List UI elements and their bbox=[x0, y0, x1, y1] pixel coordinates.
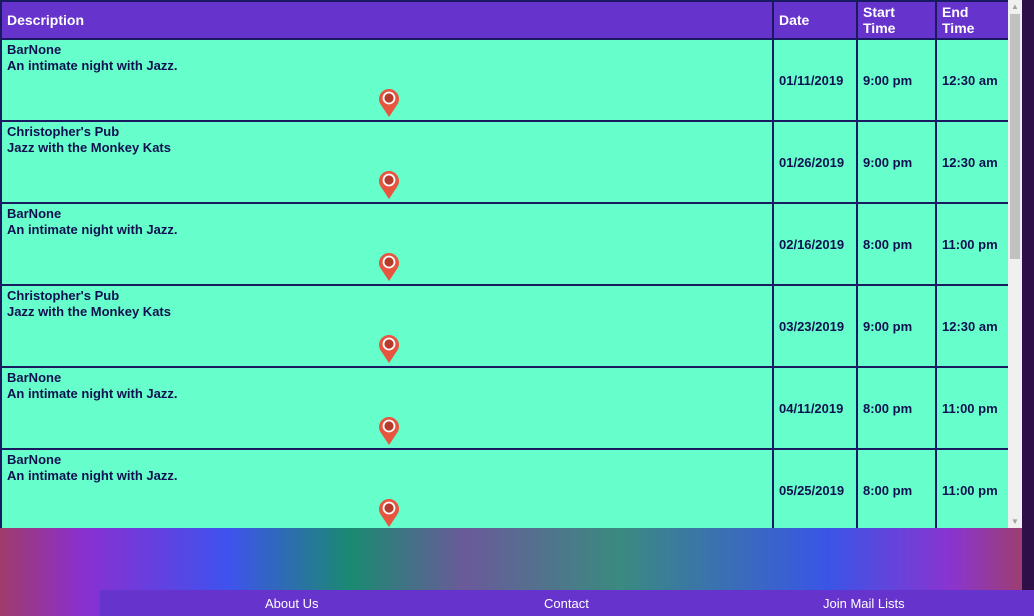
scrollbar-thumb[interactable] bbox=[1010, 14, 1020, 259]
event-title: Jazz with the Monkey Kats bbox=[7, 304, 171, 319]
description-cell: BarNone An intimate night with Jazz. bbox=[0, 38, 774, 122]
event-title: An intimate night with Jazz. bbox=[7, 222, 178, 237]
table-header-row: Description Date Start Time End Time bbox=[0, 0, 1008, 40]
description-cell: BarNone An intimate night with Jazz. bbox=[0, 448, 774, 528]
event-title: An intimate night with Jazz. bbox=[7, 386, 178, 401]
event-title: An intimate night with Jazz. bbox=[7, 468, 178, 483]
table-row: Christopher's Pub Jazz with the Monkey K… bbox=[0, 284, 1008, 368]
header-start-label: Start Time bbox=[863, 4, 896, 36]
header-end-label: End Time bbox=[942, 4, 975, 36]
venue-name: Christopher's Pub bbox=[7, 124, 120, 139]
events-table-container: Description Date Start Time End Time Bar… bbox=[0, 0, 1008, 528]
start-time-cell: 8:00 pm bbox=[856, 202, 937, 286]
about-us-link[interactable]: About Us bbox=[265, 596, 319, 611]
date-cell: 04/11/2019 bbox=[772, 366, 858, 450]
venue-name: Christopher's Pub bbox=[7, 288, 120, 303]
date-cell: 01/11/2019 bbox=[772, 38, 858, 122]
map-pin-icon[interactable] bbox=[378, 334, 400, 364]
table-row: BarNone An intimate night with Jazz. 05/… bbox=[0, 448, 1008, 528]
start-time-cell: 8:00 pm bbox=[856, 448, 937, 528]
date-cell: 03/23/2019 bbox=[772, 284, 858, 368]
scrollbar[interactable]: ▲ ▼ bbox=[1008, 0, 1022, 528]
table-row: BarNone An intimate night with Jazz. 04/… bbox=[0, 366, 1008, 450]
end-time-cell: 12:30 am bbox=[935, 120, 1008, 204]
start-time-cell: 8:00 pm bbox=[856, 366, 937, 450]
end-time-cell: 12:30 am bbox=[935, 284, 1008, 368]
start-time-cell: 9:00 pm bbox=[856, 120, 937, 204]
header-start-time: Start Time bbox=[856, 0, 937, 40]
scroll-up-icon[interactable]: ▲ bbox=[1011, 2, 1019, 11]
join-mail-lists-link[interactable]: Join Mail Lists bbox=[823, 596, 905, 611]
venue-name: BarNone bbox=[7, 42, 62, 57]
map-pin-icon[interactable] bbox=[378, 88, 400, 118]
venue-name: BarNone bbox=[7, 452, 62, 467]
date-cell: 05/25/2019 bbox=[772, 448, 858, 528]
table-row: BarNone An intimate night with Jazz. 01/… bbox=[0, 38, 1008, 122]
description-cell: BarNone An intimate night with Jazz. bbox=[0, 366, 774, 450]
date-cell: 01/26/2019 bbox=[772, 120, 858, 204]
end-time-cell: 11:00 pm bbox=[935, 202, 1008, 286]
end-time-cell: 11:00 pm bbox=[935, 448, 1008, 528]
events-table: Description Date Start Time End Time Bar… bbox=[0, 0, 1008, 528]
end-time-cell: 12:30 am bbox=[935, 38, 1008, 122]
event-title: An intimate night with Jazz. bbox=[7, 58, 178, 73]
scroll-down-icon[interactable]: ▼ bbox=[1011, 517, 1019, 526]
venue-name: BarNone bbox=[7, 206, 62, 221]
contact-link[interactable]: Contact bbox=[544, 596, 589, 611]
table-row: Christopher's Pub Jazz with the Monkey K… bbox=[0, 120, 1008, 204]
header-end-time: End Time bbox=[935, 0, 1008, 40]
map-pin-icon[interactable] bbox=[378, 170, 400, 200]
event-title: Jazz with the Monkey Kats bbox=[7, 140, 171, 155]
description-cell: Christopher's Pub Jazz with the Monkey K… bbox=[0, 120, 774, 204]
description-cell: BarNone An intimate night with Jazz. bbox=[0, 202, 774, 286]
end-time-cell: 11:00 pm bbox=[935, 366, 1008, 450]
table-row: BarNone An intimate night with Jazz. 02/… bbox=[0, 202, 1008, 286]
start-time-cell: 9:00 pm bbox=[856, 38, 937, 122]
start-time-cell: 9:00 pm bbox=[856, 284, 937, 368]
venue-name: BarNone bbox=[7, 370, 62, 385]
date-cell: 02/16/2019 bbox=[772, 202, 858, 286]
map-pin-icon[interactable] bbox=[378, 252, 400, 282]
map-pin-icon[interactable] bbox=[378, 416, 400, 446]
footer-nav: About Us Contact Join Mail Lists bbox=[100, 590, 1034, 616]
header-date: Date bbox=[772, 0, 858, 40]
page-edge bbox=[1022, 0, 1034, 616]
header-description: Description bbox=[0, 0, 774, 40]
map-pin-icon[interactable] bbox=[378, 498, 400, 528]
description-cell: Christopher's Pub Jazz with the Monkey K… bbox=[0, 284, 774, 368]
